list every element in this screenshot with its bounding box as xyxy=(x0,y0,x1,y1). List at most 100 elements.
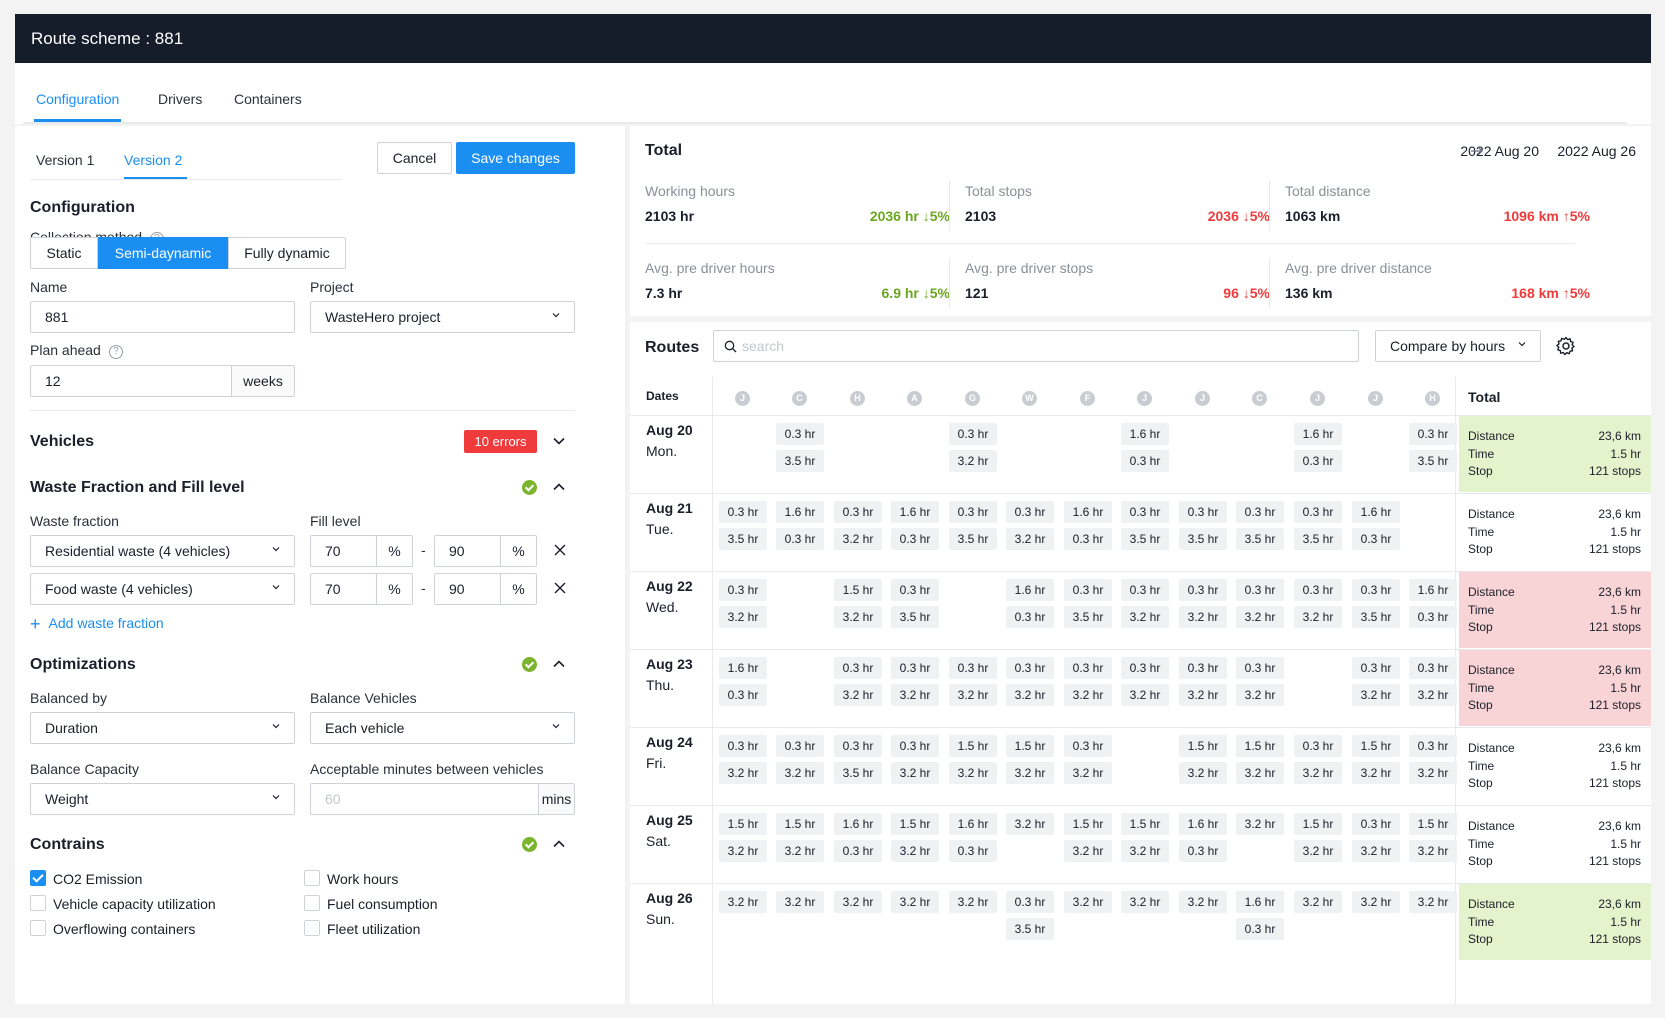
route-hours-pill[interactable]: 0.3 hr xyxy=(1121,579,1169,601)
route-hours-pill[interactable]: 0.3 hr xyxy=(1294,450,1342,472)
route-hours-pill[interactable]: 0.3 hr xyxy=(1064,579,1112,601)
route-hours-pill[interactable]: 1.6 hr xyxy=(834,813,882,835)
route-hours-pill[interactable]: 1.6 hr xyxy=(1352,501,1400,523)
route-hours-pill[interactable]: 0.3 hr xyxy=(1121,657,1169,679)
route-hours-pill[interactable]: 3.2 hr xyxy=(891,891,939,913)
route-hours-pill[interactable]: 3.5 hr xyxy=(1179,528,1227,550)
route-hours-pill[interactable]: 3.5 hr xyxy=(1236,528,1284,550)
route-hours-pill[interactable]: 0.3 hr xyxy=(1352,528,1400,550)
route-hours-pill[interactable]: 3.5 hr xyxy=(1006,918,1054,940)
route-hours-pill[interactable]: 3.2 hr xyxy=(834,684,882,706)
route-hours-pill[interactable]: 3.5 hr xyxy=(776,450,824,472)
route-hours-pill[interactable]: 3.2 hr xyxy=(1236,684,1284,706)
route-hours-pill[interactable]: 0.3 hr xyxy=(1409,423,1457,445)
route-hours-pill[interactable]: 3.2 hr xyxy=(1409,684,1457,706)
route-hours-pill[interactable]: 1.6 hr xyxy=(1409,579,1457,601)
route-hours-pill[interactable]: 0.3 hr xyxy=(1121,450,1169,472)
route-hours-pill[interactable]: 3.2 hr xyxy=(834,891,882,913)
fill-max-input[interactable]: 90 xyxy=(434,535,501,567)
route-hours-pill[interactable]: 0.3 hr xyxy=(1006,606,1054,628)
route-hours-pill[interactable]: 0.3 hr xyxy=(834,735,882,757)
route-hours-pill[interactable]: 1.5 hr xyxy=(719,813,767,835)
route-hours-pill[interactable]: 3.2 hr xyxy=(891,684,939,706)
route-hours-pill[interactable]: 3.2 hr xyxy=(1352,684,1400,706)
driver-avatar[interactable]: J xyxy=(1195,391,1210,406)
vehicle-capacity-checkbox[interactable] xyxy=(30,895,46,911)
route-hours-pill[interactable]: 1.6 hr xyxy=(719,657,767,679)
route-hours-pill[interactable]: 1.5 hr xyxy=(834,579,882,601)
route-hours-pill[interactable]: 0.3 hr xyxy=(1409,606,1457,628)
route-hours-pill[interactable]: 3.2 hr xyxy=(1006,762,1054,784)
route-hours-pill[interactable]: 3.2 hr xyxy=(776,891,824,913)
tab-configuration[interactable]: Configuration xyxy=(33,91,122,122)
chevron-up-icon[interactable] xyxy=(552,657,566,671)
route-hours-pill[interactable]: 3.2 hr xyxy=(1352,762,1400,784)
route-hours-pill[interactable]: 3.2 hr xyxy=(1352,840,1400,862)
route-hours-pill[interactable]: 1.6 hr xyxy=(1236,891,1284,913)
route-hours-pill[interactable]: 1.5 hr xyxy=(1064,813,1112,835)
route-hours-pill[interactable]: 0.3 hr xyxy=(949,840,997,862)
route-hours-pill[interactable]: 3.2 hr xyxy=(1409,840,1457,862)
route-hours-pill[interactable]: 3.2 hr xyxy=(834,606,882,628)
route-hours-pill[interactable]: 3.2 hr xyxy=(1006,528,1054,550)
route-hours-pill[interactable]: 3.2 hr xyxy=(891,762,939,784)
route-hours-pill[interactable]: 0.3 hr xyxy=(834,840,882,862)
route-hours-pill[interactable]: 1.6 hr xyxy=(1294,423,1342,445)
driver-avatar[interactable]: H xyxy=(1425,391,1440,406)
route-hours-pill[interactable]: 3.5 hr xyxy=(891,606,939,628)
route-hours-pill[interactable]: 3.2 hr xyxy=(1409,891,1457,913)
route-hours-pill[interactable]: 0.3 hr xyxy=(1352,579,1400,601)
driver-avatar[interactable]: F xyxy=(1080,391,1095,406)
route-hours-pill[interactable]: 0.3 hr xyxy=(1006,657,1054,679)
route-hours-pill[interactable]: 3.5 hr xyxy=(1121,528,1169,550)
chevron-down-icon[interactable] xyxy=(552,434,566,448)
route-hours-pill[interactable]: 0.3 hr xyxy=(1352,657,1400,679)
route-hours-pill[interactable]: 3.2 hr xyxy=(1179,762,1227,784)
add-waste-fraction-link[interactable]: + Add waste fraction xyxy=(30,614,164,635)
route-hours-pill[interactable]: 3.2 hr xyxy=(949,450,997,472)
route-hours-pill[interactable]: 0.3 hr xyxy=(719,501,767,523)
help-icon[interactable]: ? xyxy=(108,345,123,359)
work-hours-checkbox[interactable] xyxy=(304,870,320,886)
route-hours-pill[interactable]: 3.5 hr xyxy=(719,528,767,550)
route-hours-pill[interactable]: 3.2 hr xyxy=(1236,606,1284,628)
route-hours-pill[interactable]: 0.3 hr xyxy=(1409,735,1457,757)
tab-version-2[interactable]: Version 2 xyxy=(124,152,183,168)
method-semi-dynamic[interactable]: Semi-daynamic xyxy=(98,237,228,269)
route-hours-pill[interactable]: 0.3 hr xyxy=(891,657,939,679)
driver-avatar[interactable]: J xyxy=(1137,391,1152,406)
route-hours-pill[interactable]: 1.6 hr xyxy=(776,501,824,523)
route-hours-pill[interactable]: 0.3 hr xyxy=(1064,657,1112,679)
route-hours-pill[interactable]: 0.3 hr xyxy=(949,423,997,445)
route-hours-pill[interactable]: 3.2 hr xyxy=(1064,891,1112,913)
route-hours-pill[interactable]: 3.2 hr xyxy=(1179,684,1227,706)
route-hours-pill[interactable]: 0.3 hr xyxy=(1064,528,1112,550)
route-hours-pill[interactable]: 1.5 hr xyxy=(949,735,997,757)
routes-search-input[interactable]: search xyxy=(713,330,1359,362)
route-hours-pill[interactable]: 0.3 hr xyxy=(1409,657,1457,679)
cancel-button[interactable]: Cancel xyxy=(377,142,452,174)
driver-avatar[interactable]: J xyxy=(1368,391,1383,406)
name-input[interactable]: 881 xyxy=(30,301,295,333)
route-hours-pill[interactable]: 0.3 hr xyxy=(1236,918,1284,940)
driver-avatar[interactable]: G xyxy=(965,391,980,406)
route-hours-pill[interactable]: 3.2 hr xyxy=(949,762,997,784)
route-hours-pill[interactable]: 0.3 hr xyxy=(1236,579,1284,601)
balance-capacity-select[interactable]: Weight xyxy=(30,783,295,815)
route-hours-pill[interactable]: 3.2 hr xyxy=(1294,840,1342,862)
route-hours-pill[interactable]: 0.3 hr xyxy=(1294,735,1342,757)
driver-avatar[interactable]: A xyxy=(907,391,922,406)
route-hours-pill[interactable]: 1.5 hr xyxy=(1006,735,1054,757)
route-hours-pill[interactable]: 0.3 hr xyxy=(1294,579,1342,601)
route-hours-pill[interactable]: 3.5 hr xyxy=(1294,528,1342,550)
route-hours-pill[interactable]: 0.3 hr xyxy=(1179,501,1227,523)
route-hours-pill[interactable]: 0.3 hr xyxy=(776,423,824,445)
route-hours-pill[interactable]: 3.2 hr xyxy=(776,840,824,862)
route-hours-pill[interactable]: 3.2 hr xyxy=(1121,606,1169,628)
route-hours-pill[interactable]: 1.6 hr xyxy=(1179,813,1227,835)
project-select[interactable]: WasteHero project xyxy=(310,301,575,333)
route-hours-pill[interactable]: 3.5 hr xyxy=(834,762,882,784)
route-hours-pill[interactable]: 3.2 hr xyxy=(1121,891,1169,913)
route-hours-pill[interactable]: 1.5 hr xyxy=(1121,813,1169,835)
route-hours-pill[interactable]: 0.3 hr xyxy=(719,735,767,757)
